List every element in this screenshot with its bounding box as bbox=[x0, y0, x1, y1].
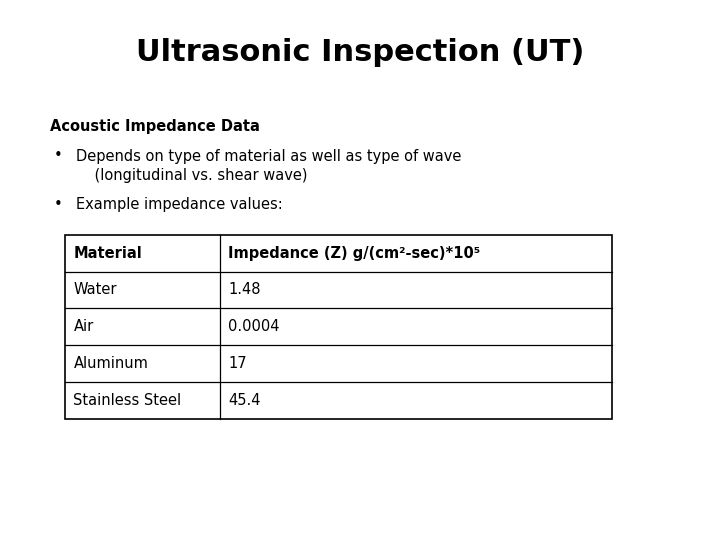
Text: Depends on type of material as well as type of wave
    (longitudinal vs. shear : Depends on type of material as well as t… bbox=[76, 148, 461, 183]
Text: Ultrasonic Inspection (UT): Ultrasonic Inspection (UT) bbox=[136, 38, 584, 67]
Text: 1.48: 1.48 bbox=[228, 282, 261, 298]
Text: Stainless Steel: Stainless Steel bbox=[73, 393, 181, 408]
Text: Impedance (Z) g/(cm²-sec)*10⁵: Impedance (Z) g/(cm²-sec)*10⁵ bbox=[228, 246, 480, 261]
Text: 17: 17 bbox=[228, 356, 247, 371]
Text: Example impedance values:: Example impedance values: bbox=[76, 197, 282, 212]
Bar bbox=[65, 235, 612, 418]
Text: Material: Material bbox=[73, 246, 142, 261]
Text: 0.0004: 0.0004 bbox=[228, 319, 280, 334]
Text: Water: Water bbox=[73, 282, 117, 298]
Text: Air: Air bbox=[73, 319, 94, 334]
Text: Acoustic Impedance Data: Acoustic Impedance Data bbox=[50, 119, 260, 134]
Text: 45.4: 45.4 bbox=[228, 393, 261, 408]
Text: Aluminum: Aluminum bbox=[73, 356, 148, 371]
Text: •: • bbox=[54, 148, 63, 164]
Text: •: • bbox=[54, 197, 63, 212]
